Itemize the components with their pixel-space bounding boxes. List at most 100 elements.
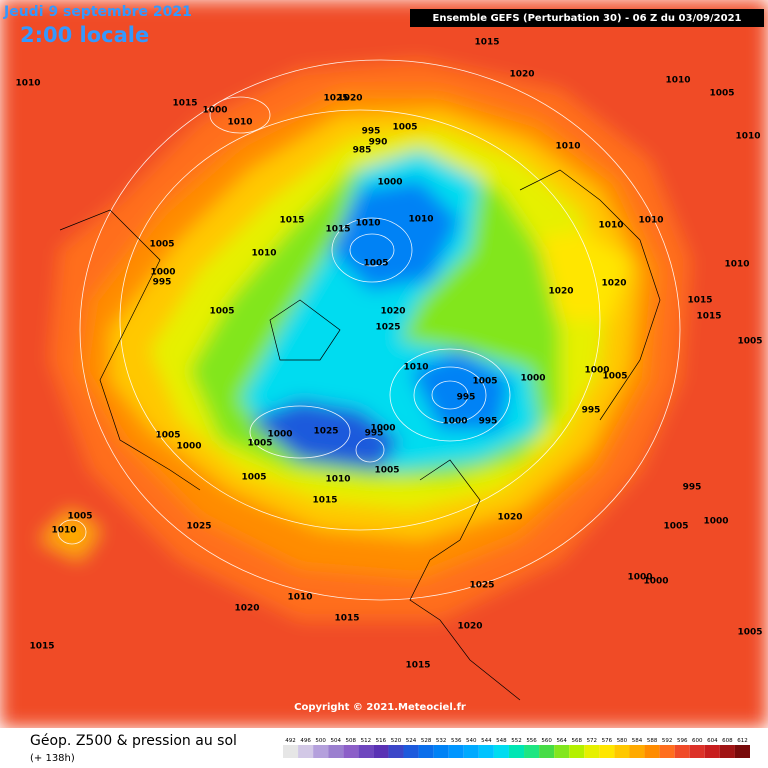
isobar-label: 1000 (520, 374, 545, 384)
isobar-label: 1000 (584, 366, 609, 376)
isobar-label: 1005 (374, 466, 399, 476)
isobar-label: 1025 (375, 323, 400, 333)
scale-label: 612 (737, 738, 748, 744)
scale-label: 592 (662, 738, 673, 744)
isobar-labels: 1010 1015 1000 1010 1025 1020 1015 1020 1010 1005… (15, 38, 762, 671)
scale-swatch (403, 745, 419, 758)
scale-label: 600 (692, 738, 703, 744)
scale-swatch (719, 745, 735, 758)
isobar-label: 1020 (380, 307, 405, 317)
scale-label: 520 (391, 738, 402, 744)
scale-label: 548 (496, 738, 507, 744)
isobar-label: 1000 (442, 417, 467, 427)
isobar-label: 1010 (598, 221, 623, 231)
scale-label: 516 (376, 738, 387, 744)
isobar-label: 1005 (392, 123, 417, 133)
coastlines (59, 169, 661, 701)
isobar-label: 1005 (663, 522, 688, 532)
scale-label: 544 (481, 738, 492, 744)
local-time: 2:00 locale (20, 23, 149, 47)
scale-swatch (448, 745, 464, 758)
isobar-label: 1000 (267, 430, 292, 440)
scale-swatch (508, 745, 525, 758)
scale-swatch (524, 745, 540, 758)
isobar-label: 1020 (497, 513, 522, 523)
isobar-label: 1010 (665, 76, 690, 86)
isobar-label: 990 (369, 138, 388, 148)
isobar-label: 1015 (29, 642, 54, 652)
scale-label: 576 (602, 738, 613, 744)
isobar-label: 1000 (202, 106, 227, 116)
isobar-label: 1005 (209, 307, 234, 317)
scale-swatch (659, 745, 675, 758)
scale-label: 584 (632, 738, 643, 744)
isobar-label: 985 (353, 146, 372, 156)
isobar-label: 995 (457, 393, 476, 403)
isobar-label: 1010 (251, 249, 276, 259)
scale-swatch (418, 745, 434, 758)
isobar-label: 1005 (709, 89, 734, 99)
scale-swatch (629, 745, 645, 758)
scale-swatch (539, 745, 555, 758)
isobar-label: 1015 (172, 99, 197, 109)
scale-label: 588 (647, 738, 658, 744)
isobar-label: 1010 (408, 215, 433, 225)
scale-label: 604 (707, 738, 718, 744)
scale-swatch (493, 745, 509, 758)
isobar-label: 1005 (472, 377, 497, 387)
isobar-label: 1000 (643, 577, 668, 587)
isobar-label: 1010 (403, 363, 428, 373)
isobar-label: 1005 (155, 431, 180, 441)
scale-label: 508 (346, 738, 357, 744)
scale-swatch (734, 745, 750, 758)
isobar-label: 995 (362, 127, 381, 137)
isobar-label: 1005 (241, 473, 266, 483)
scale-label: 524 (406, 738, 417, 744)
isobar-label: 1010 (325, 475, 350, 485)
scale-label: 564 (556, 738, 567, 744)
isobar-label: 995 (479, 417, 498, 427)
scale-swatch (674, 745, 690, 758)
isobar-label: 1015 (405, 661, 430, 671)
isobar-label: 1025 (313, 427, 338, 437)
isobar-label: 1015 (334, 614, 359, 624)
scale-label: 552 (511, 738, 522, 744)
legend-title: Géop. Z500 & pression au sol (30, 733, 237, 749)
isobar-label: 1025 (469, 581, 494, 591)
scale-label: 556 (526, 738, 537, 744)
scale-label: 528 (421, 738, 432, 744)
scale-label: 536 (451, 738, 462, 744)
isobar-label: 995 (365, 429, 384, 439)
isobar-label: 1000 (703, 517, 728, 527)
scale-label: 540 (466, 738, 477, 744)
color-scale: 492 496 500 504 508 512 516 520 524 528 532 536 540 5… (283, 738, 750, 758)
model-info: Ensemble GEFS (Perturbation 30) - 06 Z d… (433, 13, 742, 24)
isobar-label: 1015 (325, 225, 350, 235)
forecast-hour: (+ 138h) (30, 753, 75, 764)
isobar-label: 1015 (696, 312, 721, 322)
scale-label: 532 (436, 738, 447, 744)
isobar-label: 995 (153, 278, 172, 288)
scale-label: 504 (330, 738, 341, 744)
scale-swatch (433, 745, 449, 758)
isobar-label: 1005 (602, 372, 627, 382)
scale-swatch (478, 745, 494, 758)
isobar-label: 995 (582, 406, 601, 416)
isobar-label: 1000 (627, 573, 652, 583)
scale-label: 596 (677, 738, 688, 744)
scale-swatch (584, 745, 600, 758)
scale-label: 568 (572, 738, 583, 744)
isobar-label: 1025 (323, 94, 348, 104)
isobar-label: 1015 (279, 216, 304, 226)
isobar-label: 1010 (355, 219, 380, 229)
scale-swatch (463, 745, 479, 758)
scale-label: 608 (722, 738, 733, 744)
model-box (410, 9, 764, 27)
isobar-label: 1015 (687, 296, 712, 306)
isobar-label: 1005 (363, 259, 388, 269)
copyright: Copyright © 2021.Meteociel.fr (294, 702, 466, 713)
scale-label: 560 (541, 738, 552, 744)
scale-label: 580 (617, 738, 628, 744)
isobar-label: 995 (683, 483, 702, 493)
